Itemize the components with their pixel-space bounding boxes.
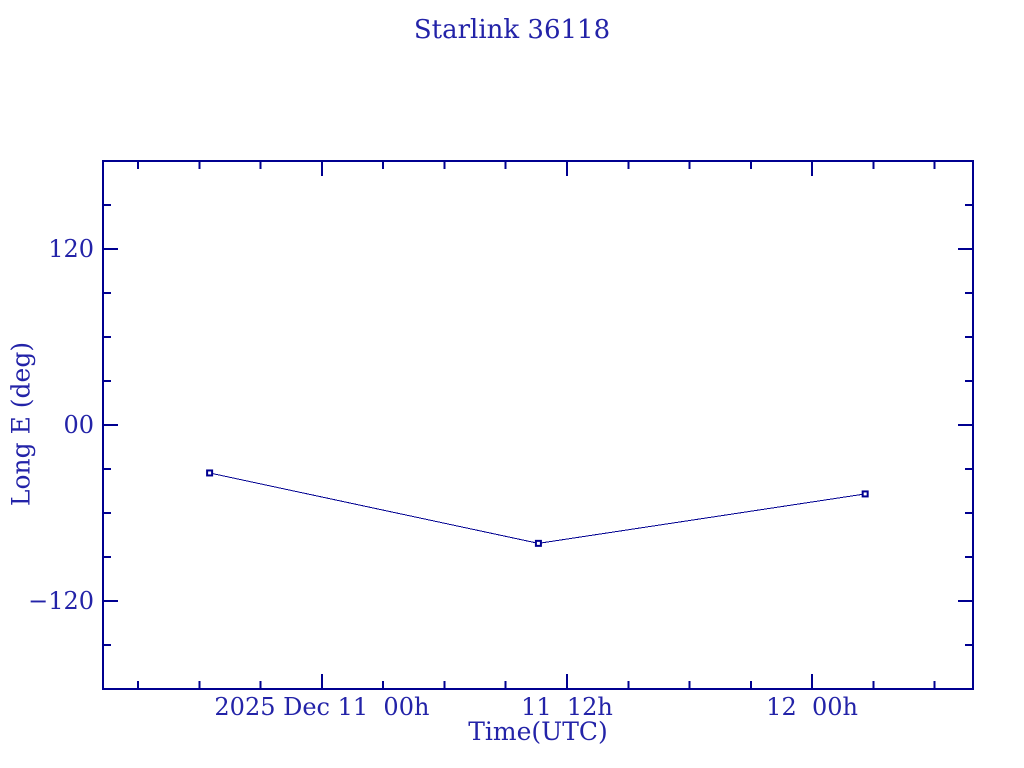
- series-line: [209, 472, 866, 544]
- data-point-marker: [534, 539, 542, 547]
- y-axis-title: Long E (deg): [6, 341, 36, 507]
- plot-frame: [102, 160, 974, 690]
- chart-title: Starlink 36118: [413, 15, 611, 45]
- data-point-marker: [206, 469, 214, 477]
- x-tick-label: 2025 Dec 11 00h: [214, 693, 429, 721]
- x-tick-label: 12 00h: [766, 693, 858, 721]
- x-axis-title: Time(UTC): [468, 717, 608, 746]
- x-tick-label: 11 12h: [521, 693, 613, 721]
- data-point-marker: [861, 490, 869, 498]
- y-tick-label: −120: [28, 587, 94, 615]
- y-tick-label: 120: [48, 235, 94, 263]
- y-tick-label: 00: [63, 411, 94, 439]
